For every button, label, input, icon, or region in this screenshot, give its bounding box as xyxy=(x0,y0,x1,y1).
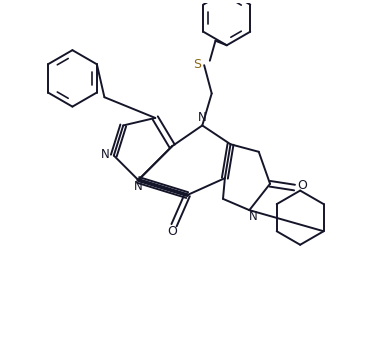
Text: N: N xyxy=(249,210,257,224)
Text: N: N xyxy=(101,148,110,161)
Text: N: N xyxy=(198,111,207,125)
Text: O: O xyxy=(297,179,307,192)
Text: S: S xyxy=(193,58,201,71)
Text: O: O xyxy=(167,226,177,238)
Text: N: N xyxy=(134,180,142,193)
